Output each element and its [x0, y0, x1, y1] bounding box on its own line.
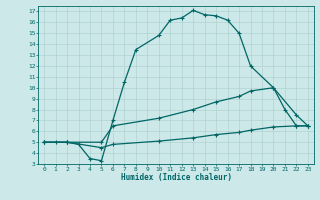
X-axis label: Humidex (Indice chaleur): Humidex (Indice chaleur) — [121, 173, 231, 182]
